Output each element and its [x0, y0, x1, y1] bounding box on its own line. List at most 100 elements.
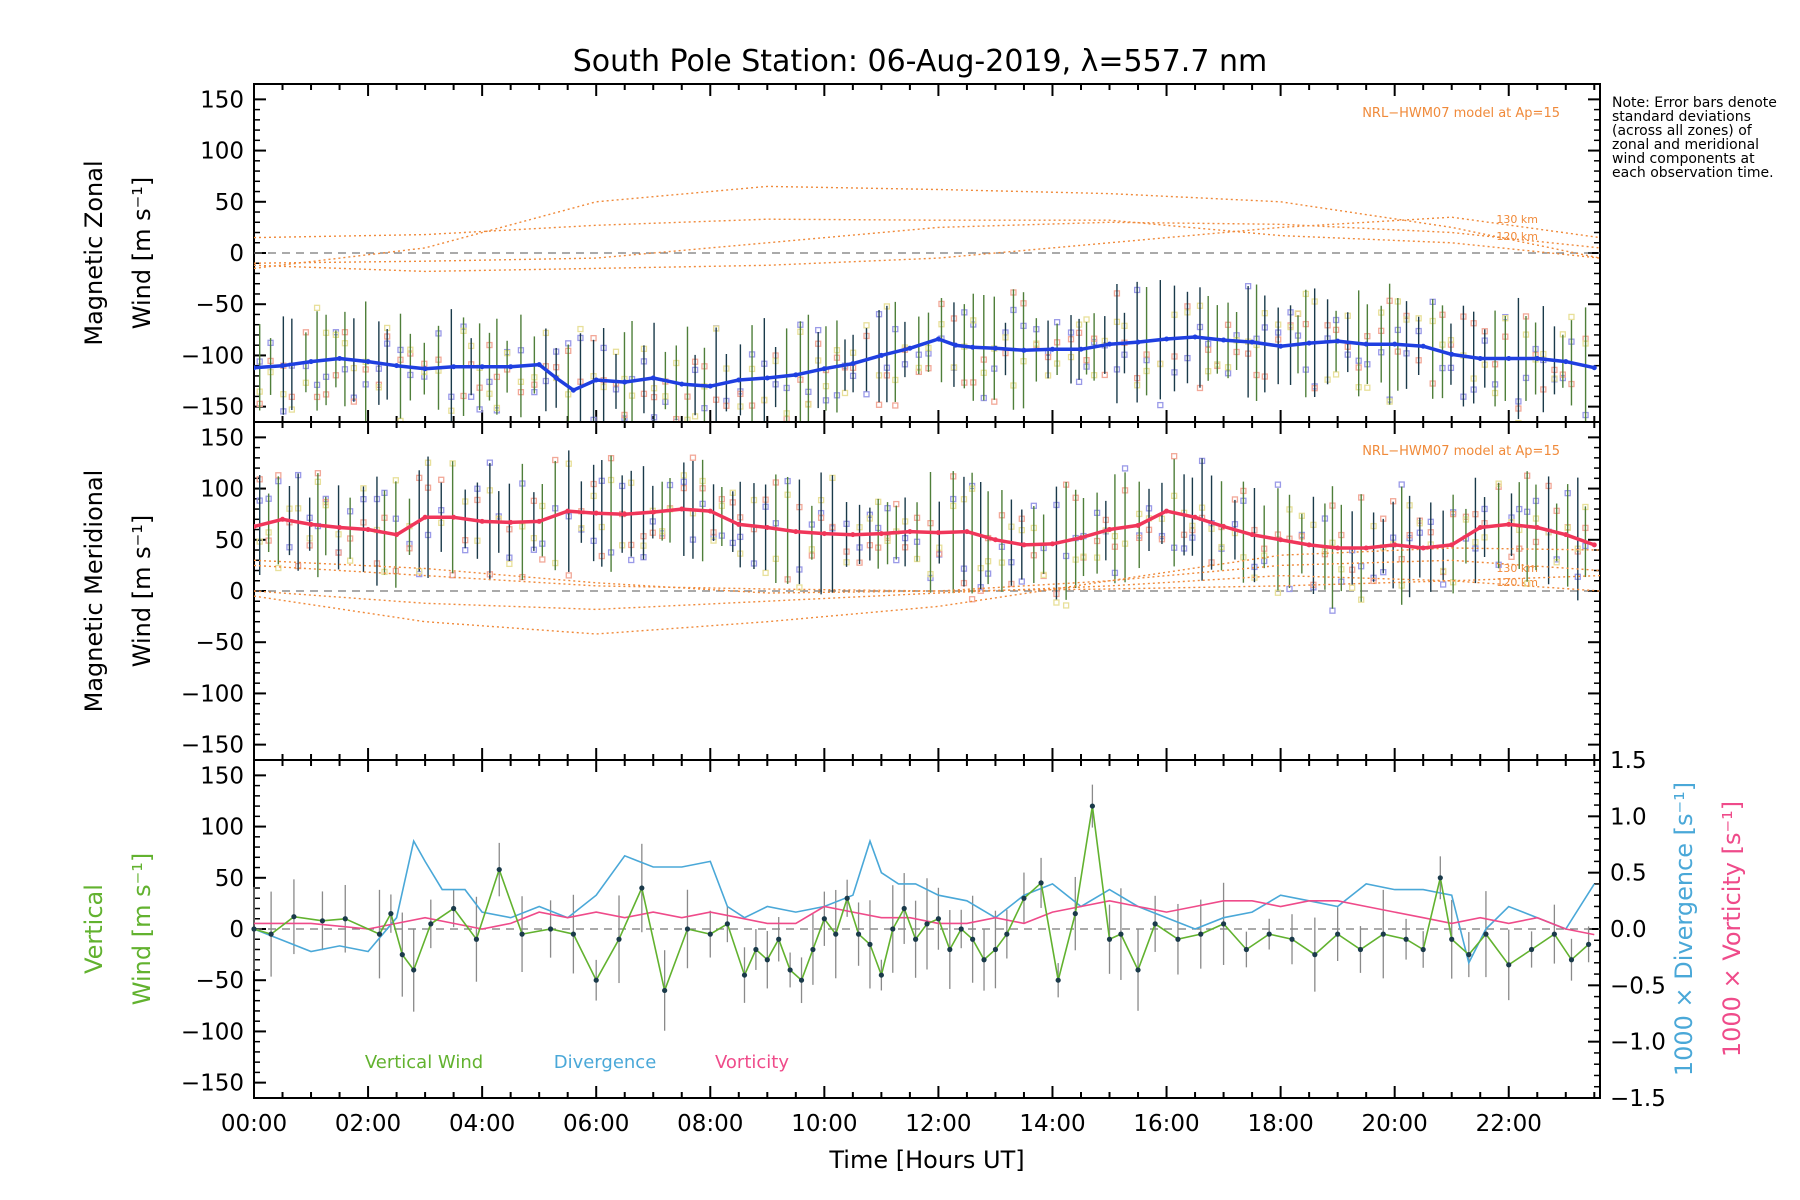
- zonal-zone-sample: [1083, 316, 1090, 323]
- meridional-mean-point: [935, 530, 941, 536]
- meridional-120km-label: 120 km: [1496, 576, 1538, 589]
- vertical-wind-point: [1152, 921, 1158, 927]
- meridional-mean-point: [1078, 535, 1084, 541]
- zonal-ytick-label: 100: [200, 139, 244, 165]
- meridional-mean-point: [1449, 542, 1455, 548]
- meridional-zone-sample: [346, 557, 354, 564]
- zonal-mean-point: [1078, 346, 1084, 352]
- meridional-mean-point: [1563, 532, 1569, 538]
- vertical-wind-point: [388, 911, 394, 917]
- vertical-wind-point: [867, 941, 873, 947]
- zonal-mean-point: [650, 375, 656, 381]
- vertical-wind-point: [855, 931, 862, 937]
- right-tick-label: 0.0: [1610, 917, 1647, 943]
- meridional-mean-point: [793, 529, 799, 535]
- vertical-wind-point: [1289, 936, 1295, 942]
- vertical-wind-point: [1004, 931, 1010, 937]
- vertical-wind-point: [399, 952, 405, 958]
- zonal-mean-point: [907, 345, 913, 351]
- vertical-wind-point: [992, 946, 999, 953]
- vertical-wind-point: [970, 936, 976, 942]
- vertical-wind-point: [1466, 952, 1472, 958]
- zonal-y-ticks: 150 100 50 0 −50 −100 −150: [181, 84, 1600, 422]
- zonal-zone-sample: [863, 391, 870, 398]
- vertical-wind-point: [570, 931, 576, 937]
- meridional-mean-point: [1306, 542, 1312, 548]
- vertical-wind-point: [1483, 931, 1489, 937]
- vertical-wind-point: [1420, 946, 1426, 953]
- zonal-zone-sample: [815, 326, 822, 334]
- meridional-zone-sample: [1274, 481, 1282, 488]
- zonal-model-curve: [254, 185, 1600, 270]
- right-tick-label: −1.5: [1610, 1086, 1666, 1112]
- zonal-mean-point: [1477, 355, 1483, 361]
- zonal-mean-point: [622, 379, 628, 385]
- meridional-mean-point: [365, 527, 371, 533]
- zonal-ytick-label: −50: [195, 292, 244, 318]
- vertical-wind-point: [1506, 962, 1512, 968]
- meridional-zone-sample: [1062, 602, 1070, 609]
- zonal-zone-sample: [841, 389, 849, 397]
- right-tick-label: −1.0: [1610, 1030, 1666, 1056]
- meridional-mean-point: [1021, 542, 1027, 548]
- right-tick-label: 0.5: [1610, 861, 1647, 887]
- vertical-wind-point: [1357, 946, 1364, 953]
- meridional-mean-point: [992, 537, 998, 543]
- zonal-130km-label: 130 km: [1496, 213, 1538, 226]
- vertical-wind-point: [753, 946, 759, 953]
- vertical-wind-point: [342, 916, 348, 922]
- zonal-mean-point: [508, 364, 514, 370]
- zonal-mean-point: [1164, 336, 1170, 342]
- meridional-mean-point: [1278, 537, 1284, 543]
- vertical-wind-point: [1528, 946, 1535, 953]
- zonal-zone-sample: [875, 401, 883, 408]
- x-tick-label: 08:00: [677, 1111, 743, 1137]
- vertical-marks: [251, 784, 1600, 1031]
- vorticity-axis-label: 1000 × Vorticity [s⁻¹]: [1718, 801, 1746, 1057]
- vertical-wind-point: [912, 936, 919, 942]
- vertical-wind-point: [1585, 941, 1592, 947]
- zonal-mean-point: [337, 355, 343, 361]
- zonal-mean-point: [365, 359, 371, 365]
- legend-divergence: Divergence: [554, 1052, 657, 1073]
- vertical-wind-point: [1403, 936, 1409, 942]
- right-tick-label: 1.0: [1610, 804, 1647, 830]
- x-tick-label: 16:00: [1133, 1111, 1199, 1137]
- vertical-ytick-label: −150: [181, 1071, 244, 1097]
- vertical-right-ticks: 1.5 1.0 0.5 0.0 −0.5 −1.0 −1.5: [1588, 748, 1666, 1112]
- vertical-wind-point: [1198, 931, 1204, 937]
- meridional-zone-sample: [275, 564, 282, 572]
- vertical-wind-point: [1449, 936, 1455, 942]
- zonal-mean-point: [1192, 334, 1198, 340]
- vertical-wind-point: [1380, 931, 1386, 937]
- meridional-mean-point: [1335, 545, 1341, 551]
- meridional-ytick-label: −100: [181, 681, 244, 707]
- vertical-wind-point: [878, 972, 884, 978]
- meridional-model-label: NRL−HWM07 model at Ap=15: [1362, 444, 1560, 459]
- vertical-wind-point: [924, 921, 930, 927]
- vertical-wind-point: [833, 931, 839, 937]
- vertical-wind-point: [451, 905, 457, 912]
- vertical-ylabel-line1: Vertical: [80, 884, 108, 974]
- zonal-zone-sample: [1075, 378, 1083, 386]
- zonal-ytick-label: −150: [181, 395, 244, 421]
- x-tick-label: 10:00: [791, 1111, 857, 1137]
- zonal-mean-point: [850, 361, 856, 367]
- meridional-model-curve: [254, 559, 1600, 594]
- meridional-mean-point: [451, 514, 457, 520]
- zonal-zone-sample: [991, 398, 998, 405]
- zonal-zone-sample: [1332, 371, 1340, 378]
- vertical-wind-point: [1568, 957, 1575, 963]
- zonal-mean-point: [1534, 355, 1540, 361]
- meridional-mean-point: [1221, 523, 1227, 529]
- x-axis-label: Time [Hours UT]: [828, 1146, 1024, 1174]
- zonal-ytick-label: 50: [215, 190, 244, 216]
- vertical-wind-point: [684, 926, 691, 932]
- vertical-wind-point: [821, 916, 827, 922]
- meridional-mean-point: [850, 532, 856, 538]
- meridional-mean-point: [622, 511, 628, 517]
- vertical-wind-point: [593, 977, 599, 983]
- vertical-wind-point: [251, 926, 257, 932]
- x-tick-label: 02:00: [335, 1111, 401, 1137]
- meridional-marks: [254, 450, 1600, 635]
